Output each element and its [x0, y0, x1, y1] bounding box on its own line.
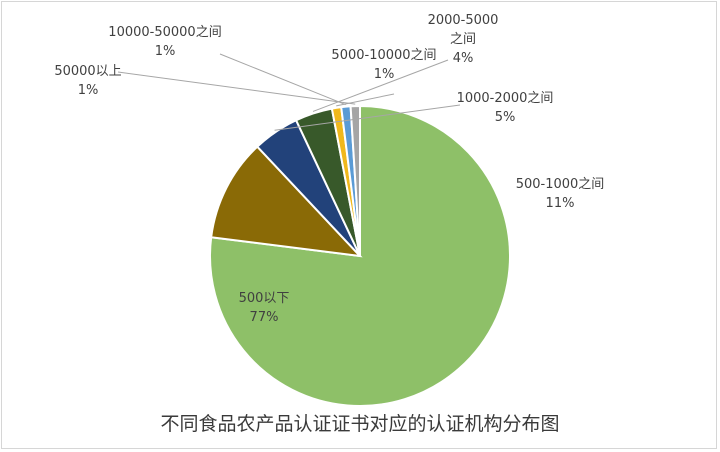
- slice-name: 50000以上: [54, 64, 121, 79]
- slice-name: 10000-50000之间: [108, 25, 221, 40]
- slice-percent: 5%: [495, 110, 516, 125]
- slice-label-7: 50000以上 1%: [54, 64, 121, 98]
- chart-title: 不同食品农产品认证证书对应的认证机构分布图: [160, 413, 559, 435]
- leader-line-6: [219, 53, 346, 106]
- slice-name: 500-1000之间: [516, 177, 605, 192]
- slice-label-4: 2000-5000 之间 4%: [428, 13, 499, 66]
- slice-label-3: 1000-2000之间 5%: [457, 91, 554, 125]
- slice-name: 2000-5000: [428, 13, 499, 28]
- slice-name: 500以下: [239, 291, 290, 306]
- leader-line-4: [312, 59, 449, 112]
- slice-percent: 1%: [374, 67, 395, 82]
- slice-label-1: 500以下 77%: [239, 291, 290, 325]
- slice-label-6: 10000-50000之间 1%: [108, 25, 221, 59]
- slice-name: 5000-10000之间: [331, 48, 436, 63]
- slice-name: 1000-2000之间: [457, 91, 554, 106]
- slice-percent: 77%: [250, 310, 279, 325]
- leader-line-5: [336, 93, 395, 107]
- slice-label-2: 500-1000之间 11%: [516, 177, 605, 211]
- slice-percent: 11%: [546, 196, 575, 211]
- slice-label-5: 5000-10000之间 1%: [331, 48, 436, 82]
- slice-percent: 1%: [78, 83, 99, 98]
- pie-slice-1: [209, 104, 511, 407]
- pie-slice-7: [349, 104, 361, 257]
- slice-percent: 4%: [453, 51, 474, 66]
- slice-percent: 1%: [155, 44, 176, 59]
- slice-name: 之间: [450, 32, 476, 47]
- leader-line-7: [117, 71, 356, 105]
- leader-line-3: [274, 104, 461, 131]
- pie-slice-2: [210, 145, 363, 258]
